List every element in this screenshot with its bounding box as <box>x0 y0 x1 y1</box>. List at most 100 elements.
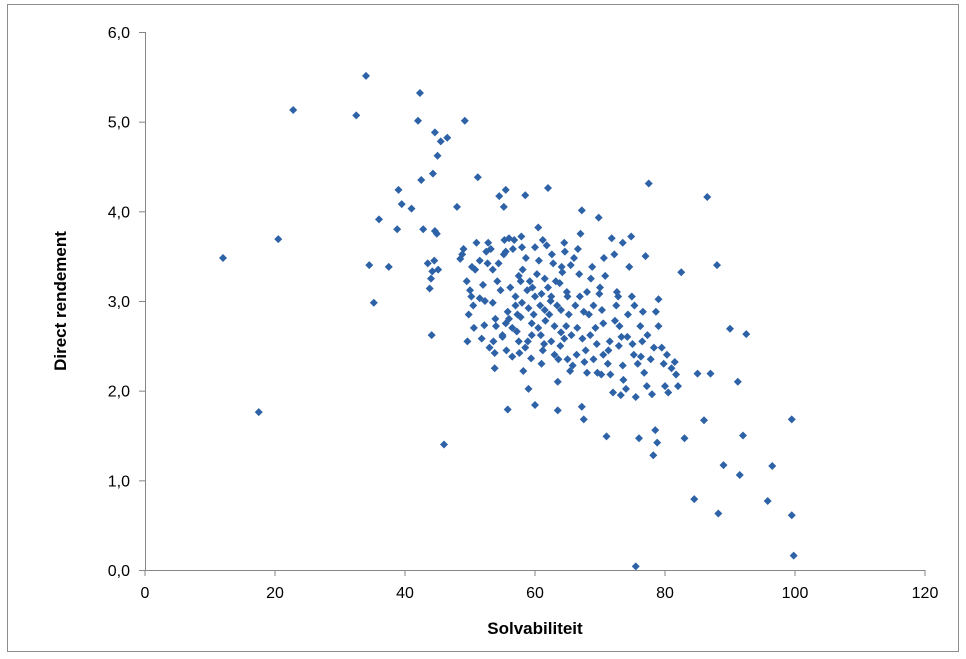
data-point <box>480 321 489 330</box>
data-point <box>664 388 673 397</box>
data-point <box>610 316 619 325</box>
data-point <box>501 247 510 256</box>
data-point <box>648 390 656 399</box>
data-point <box>597 305 606 314</box>
data-point <box>463 337 472 346</box>
data-point <box>527 319 536 328</box>
data-point <box>672 370 681 379</box>
x-tick-label: 60 <box>526 585 544 602</box>
data-point <box>627 292 636 301</box>
data-point <box>700 416 708 425</box>
data-point <box>546 297 555 305</box>
data-point <box>362 71 370 80</box>
data-point <box>649 343 658 352</box>
data-point <box>606 370 615 379</box>
data-point <box>661 382 669 391</box>
data-point <box>618 238 627 247</box>
y-tick-label: 4,0 <box>108 204 130 221</box>
data-point <box>547 337 556 346</box>
data-point <box>430 128 439 137</box>
data-point <box>623 310 632 319</box>
data-point <box>583 368 591 377</box>
data-point <box>612 301 621 310</box>
data-point <box>415 88 424 97</box>
data-point <box>521 343 530 352</box>
data-point <box>571 301 580 310</box>
data-point <box>591 323 600 332</box>
data-point <box>638 337 647 346</box>
data-point <box>254 408 263 417</box>
data-point <box>595 289 604 298</box>
data-point <box>651 307 660 316</box>
data-point <box>592 340 601 349</box>
data-point <box>485 343 494 352</box>
data-point <box>536 331 545 340</box>
data-point <box>369 298 378 307</box>
data-point <box>289 106 298 115</box>
data-point <box>518 265 527 274</box>
data-point <box>464 310 473 319</box>
data-point <box>580 357 589 366</box>
data-point <box>460 116 469 125</box>
data-point <box>458 250 467 259</box>
data-point <box>680 434 689 443</box>
y-tick-label: 0,0 <box>108 563 130 580</box>
data-point <box>397 200 406 209</box>
data-point <box>570 253 578 262</box>
data-point <box>572 350 581 359</box>
data-point <box>536 301 545 310</box>
data-point <box>651 426 660 435</box>
data-point <box>427 331 436 340</box>
data-point <box>575 292 584 301</box>
data-point <box>643 331 652 340</box>
data-point <box>646 355 655 364</box>
y-tick-label: 6,0 <box>108 25 130 42</box>
y-tick-label: 2,0 <box>108 384 130 401</box>
data-point <box>566 261 575 270</box>
data-point <box>586 274 595 283</box>
data-point <box>384 262 393 271</box>
data-point <box>584 310 593 319</box>
data-point <box>545 310 554 319</box>
data-point <box>511 301 520 310</box>
data-point <box>428 169 437 178</box>
data-point <box>365 261 374 270</box>
data-point <box>674 382 682 391</box>
data-point <box>540 274 549 283</box>
data-point <box>508 244 517 253</box>
data-point <box>544 283 552 292</box>
data-point <box>566 366 575 375</box>
data-point <box>521 253 530 262</box>
data-point <box>394 185 403 194</box>
data-point <box>500 236 509 245</box>
data-point <box>642 382 651 391</box>
data-point <box>640 368 649 377</box>
data-point <box>542 241 551 250</box>
data-point <box>649 451 658 460</box>
data-point <box>531 401 539 410</box>
data-point <box>603 359 612 368</box>
data-point <box>619 375 628 384</box>
data-point <box>579 415 588 424</box>
data-point <box>607 234 616 243</box>
data-point <box>573 323 582 332</box>
data-point <box>488 298 497 307</box>
data-point <box>534 256 543 265</box>
data-point <box>531 292 539 301</box>
data-point <box>436 137 445 146</box>
data-point <box>594 213 603 222</box>
data-point <box>622 384 630 393</box>
data-point <box>560 334 569 343</box>
data-point <box>524 304 533 313</box>
data-point <box>554 355 563 364</box>
data-point <box>633 359 642 368</box>
data-point <box>531 243 539 252</box>
data-point <box>789 551 798 560</box>
data-point <box>627 232 636 241</box>
data-point <box>556 341 565 350</box>
data-point <box>578 334 587 343</box>
data-point <box>434 265 443 274</box>
x-axis-ticks: 0 20 40 60 80 100 120 <box>141 570 938 602</box>
data-point <box>553 301 562 310</box>
data-point <box>466 286 474 295</box>
